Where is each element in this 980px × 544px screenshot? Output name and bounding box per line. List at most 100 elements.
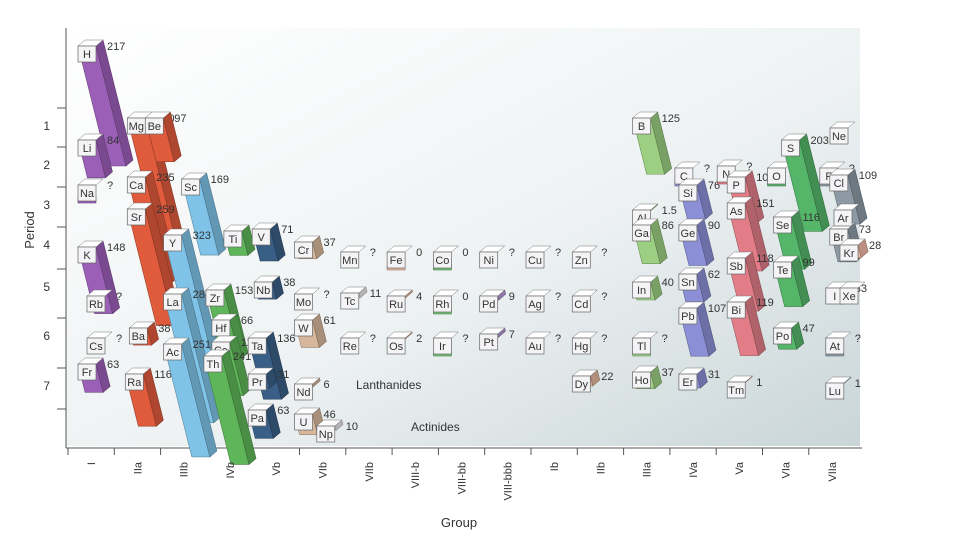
element-Ni[interactable]: Ni? <box>479 245 515 269</box>
element-Sc[interactable]: Sc 169 <box>180 172 229 256</box>
element-Pt[interactable]: Pt 7 <box>479 327 515 351</box>
element-Dy[interactable]: Dy 22 <box>571 369 614 393</box>
element-Ir[interactable]: Ir? <box>432 331 469 357</box>
element-Co[interactable]: Co 0 <box>432 245 469 271</box>
element-Re[interactable]: Re? <box>340 331 376 355</box>
element-Lu[interactable]: Lu 1 <box>825 376 861 400</box>
element-Ne[interactable]: Ne <box>829 121 856 145</box>
element-Sn[interactable]: Sn 62 <box>678 267 720 303</box>
element-Li[interactable]: Li 84 <box>77 133 119 179</box>
element-Nb[interactable]: Nb 38 <box>253 275 295 300</box>
element-symbol: At <box>830 341 840 353</box>
element-symbol: K <box>83 250 91 262</box>
element-Ge[interactable]: Ge 90 <box>678 218 720 267</box>
element-value: ? <box>601 333 607 345</box>
element-Cd[interactable]: Cd? <box>571 289 607 313</box>
element-Bi[interactable]: Bi 119 <box>726 295 774 357</box>
group-tick-label: VIIb <box>364 462 376 482</box>
group-tick-label: VIIa <box>827 461 839 481</box>
element-Ac[interactable]: Ac 251 <box>162 337 218 458</box>
element-Mn[interactable]: Mn? <box>340 245 376 269</box>
element-Be[interactable]: Be 97 <box>144 111 187 163</box>
label-box <box>163 293 182 311</box>
label-box <box>77 246 97 264</box>
element-symbol: Th <box>206 359 219 371</box>
element-Os[interactable]: Os 2 <box>386 331 422 355</box>
element-Cl[interactable]: Cl 109 <box>829 168 877 225</box>
label-box <box>126 208 146 226</box>
element-Cs[interactable]: Cs? <box>86 331 122 355</box>
element-S[interactable]: S 203 <box>780 133 830 232</box>
element-Pr[interactable]: Pr 31 <box>247 367 289 391</box>
element-Tc[interactable]: Tc 11 <box>340 286 381 310</box>
element-Ba[interactable]: Ba 38 <box>128 321 171 346</box>
element-symbol: Li <box>83 143 92 155</box>
element-symbol: Os <box>389 341 404 353</box>
element-Rh[interactable]: Rh 0 <box>432 289 469 315</box>
element-Tl[interactable]: Tl? <box>631 331 668 357</box>
element-W[interactable]: W 61 <box>293 313 336 348</box>
element-Hg[interactable]: Hg? <box>571 331 607 355</box>
period-tick-label: 3 <box>43 198 50 212</box>
element-Rb[interactable]: Rb? <box>86 289 122 313</box>
element-Pb[interactable]: Pb 107 <box>678 301 726 357</box>
element-H[interactable]: H 217 <box>77 39 134 167</box>
element-Fr[interactable]: Fr 63 <box>77 357 119 393</box>
label-box <box>181 178 200 196</box>
label-box <box>144 117 164 135</box>
element-As[interactable]: As 151 <box>726 196 775 272</box>
element-Np[interactable]: Np 10 <box>316 419 358 443</box>
element-symbol: Cs <box>89 341 103 353</box>
element-value: 1.5 <box>662 205 677 217</box>
group-tick-label: IIb <box>595 462 607 474</box>
element-symbol: Ni <box>484 255 494 267</box>
element-Th[interactable]: Th 241 <box>203 349 257 465</box>
element-value: 109 <box>859 170 877 182</box>
element-Pa[interactable]: Pa 63 <box>247 403 289 439</box>
label-box <box>433 251 452 269</box>
element-Tm[interactable]: Tm 1 <box>726 375 762 399</box>
element-value: ? <box>746 161 752 173</box>
label-box <box>316 425 336 443</box>
element-value: 235 <box>156 172 174 184</box>
element-symbol: Ir <box>439 341 446 353</box>
element-Er[interactable]: Er 31 <box>678 367 720 391</box>
element-Se[interactable]: Se 116 <box>772 210 821 270</box>
element-Ho[interactable]: Ho 37 <box>631 365 674 390</box>
element-Fe[interactable]: Fe 0 <box>386 245 422 271</box>
group-tick-label: Vb <box>271 462 283 475</box>
element-U[interactable]: U 46 <box>293 407 336 436</box>
element-Na[interactable]: Na? <box>77 178 113 204</box>
element-symbol: Ar <box>838 213 849 225</box>
element-Ru[interactable]: Ru 4 <box>386 289 422 313</box>
element-Ar[interactable]: Ar <box>833 203 860 227</box>
element-Ga[interactable]: Ga 86 <box>631 218 674 265</box>
element-K[interactable]: K 148 <box>77 240 125 315</box>
element-Xe[interactable]: Xe <box>839 281 866 305</box>
element-Ag[interactable]: Ag? <box>525 289 561 313</box>
group-tick-label: IIIa <box>642 461 654 477</box>
element-Te[interactable]: Te 99 <box>772 255 815 308</box>
element-At[interactable]: At? <box>825 331 861 357</box>
label-box <box>340 251 360 269</box>
element-Cu[interactable]: Cu? <box>525 245 561 269</box>
element-value: 4 <box>416 291 422 303</box>
element-V[interactable]: V 71 <box>251 222 293 262</box>
element-Mo[interactable]: Mo? <box>293 287 330 311</box>
element-value: 84 <box>107 135 119 147</box>
element-Zn[interactable]: Zn? <box>571 245 607 269</box>
element-Ra[interactable]: Ra 116 <box>124 367 172 427</box>
element-B[interactable]: B 125 <box>631 111 680 175</box>
element-Au[interactable]: Au? <box>525 331 561 355</box>
element-value: ? <box>662 333 668 345</box>
element-In[interactable]: In 40 <box>631 275 674 301</box>
element-Po[interactable]: Po 47 <box>772 321 815 350</box>
element-Pd[interactable]: Pd 9 <box>479 289 515 313</box>
element-Kr[interactable]: Kr 28 <box>839 238 881 262</box>
element-symbol: Hf <box>215 323 227 335</box>
element-Cr[interactable]: Cr 37 <box>293 235 336 260</box>
element-value: ? <box>555 333 561 345</box>
group-tick-label: VIII-bb <box>456 462 468 494</box>
element-Nd[interactable]: Nd 6 <box>293 377 330 401</box>
